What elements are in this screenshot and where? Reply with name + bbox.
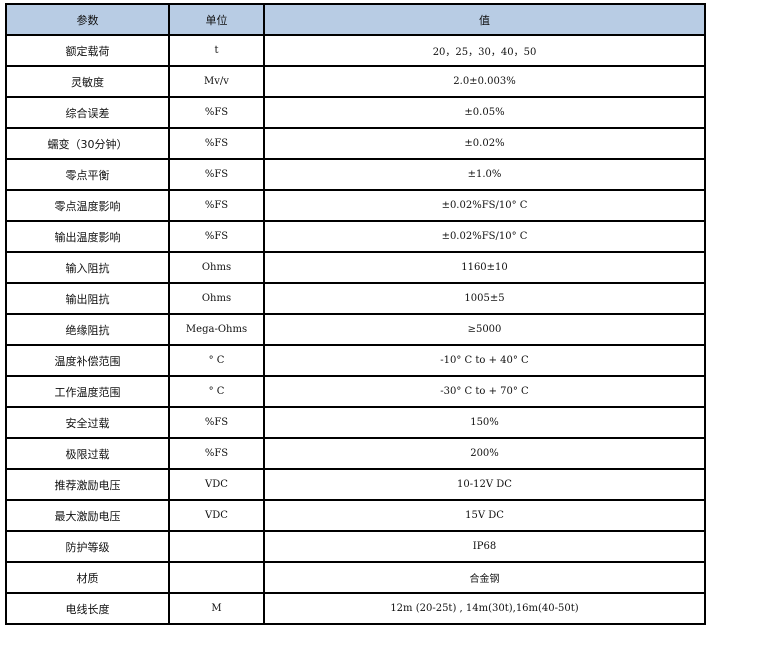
- value-cell: -10° C to + 40° C: [263, 344, 706, 377]
- table-row: 推荐激励电压 VDC 10-12V DC: [5, 468, 706, 501]
- param-cell: 电线长度: [5, 592, 170, 625]
- table-row: 蠕变（30分钟） %FS ±0.02%: [5, 127, 706, 160]
- table-row: 输出温度影响 %FS ±0.02%FS/10° C: [5, 220, 706, 253]
- value-cell: ≥5000: [263, 313, 706, 346]
- unit-cell: %FS: [168, 158, 265, 191]
- param-cell: 极限过载: [5, 437, 170, 470]
- value-cell: 200%: [263, 437, 706, 470]
- unit-cell: [168, 530, 265, 563]
- table-row: 综合误差 %FS ±0.05%: [5, 96, 706, 129]
- table-row: 安全过载 %FS 150%: [5, 406, 706, 439]
- param-cell: 额定载荷: [5, 34, 170, 67]
- table-row: 输入阻抗 Ohms 1160±10: [5, 251, 706, 284]
- table-header-row: 参数 单位 值: [5, 3, 706, 36]
- header-value: 值: [263, 3, 706, 36]
- unit-cell: %FS: [168, 406, 265, 439]
- unit-cell: %FS: [168, 220, 265, 253]
- table-row: 极限过载 %FS 200%: [5, 437, 706, 470]
- param-cell: 零点温度影响: [5, 189, 170, 222]
- param-cell: 温度补偿范围: [5, 344, 170, 377]
- param-cell: 最大激励电压: [5, 499, 170, 532]
- unit-cell: %FS: [168, 96, 265, 129]
- value-cell: 合金钢: [263, 561, 706, 594]
- param-cell: 材质: [5, 561, 170, 594]
- unit-cell: VDC: [168, 499, 265, 532]
- value-cell: ±0.02%: [263, 127, 706, 160]
- param-cell: 推荐激励电压: [5, 468, 170, 501]
- value-cell: -30° C to + 70° C: [263, 375, 706, 408]
- table-row: 工作温度范围 ° C -30° C to + 70° C: [5, 375, 706, 408]
- table-row: 绝缘阻抗 Mega-Ohms ≥5000: [5, 313, 706, 346]
- table-row: 防护等级 IP68: [5, 530, 706, 563]
- table-row: 输出阻抗 Ohms 1005±5: [5, 282, 706, 315]
- table-row: 额定载荷 t 20，25，30，40，50: [5, 34, 706, 67]
- unit-cell: t: [168, 34, 265, 67]
- param-cell: 绝缘阻抗: [5, 313, 170, 346]
- param-cell: 工作温度范围: [5, 375, 170, 408]
- header-unit: 单位: [168, 3, 265, 36]
- value-cell: IP68: [263, 530, 706, 563]
- unit-cell: Ohms: [168, 251, 265, 284]
- value-cell: 20，25，30，40，50: [263, 34, 706, 67]
- param-cell: 灵敏度: [5, 65, 170, 98]
- param-cell: 蠕变（30分钟）: [5, 127, 170, 160]
- param-cell: 综合误差: [5, 96, 170, 129]
- param-cell: 输出温度影响: [5, 220, 170, 253]
- unit-cell: Mv/v: [168, 65, 265, 98]
- table-row: 电线长度 M 12m (20-25t) , 14m(30t),16m(40-50t): [5, 592, 706, 625]
- table-row: 灵敏度 Mv/v 2.0±0.003%: [5, 65, 706, 98]
- param-cell: 安全过载: [5, 406, 170, 439]
- value-cell: ±0.02%FS/10° C: [263, 220, 706, 253]
- value-cell: 1005±5: [263, 282, 706, 315]
- value-cell: 2.0±0.003%: [263, 65, 706, 98]
- param-cell: 输入阻抗: [5, 251, 170, 284]
- value-cell: ±1.0%: [263, 158, 706, 191]
- value-cell: ±0.05%: [263, 96, 706, 129]
- table-row: 温度补偿范围 ° C -10° C to + 40° C: [5, 344, 706, 377]
- unit-cell: Mega-Ohms: [168, 313, 265, 346]
- value-cell: 15V DC: [263, 499, 706, 532]
- spec-table: 参数 单位 值 额定载荷 t 20，25，30，40，50 灵敏度 Mv/v 2.0±0.…: [5, 3, 706, 625]
- value-cell: ±0.02%FS/10° C: [263, 189, 706, 222]
- value-cell: 1160±10: [263, 251, 706, 284]
- table-row: 零点平衡 %FS ±1.0%: [5, 158, 706, 191]
- unit-cell: %FS: [168, 437, 265, 470]
- unit-cell: ° C: [168, 375, 265, 408]
- header-param: 参数: [5, 3, 170, 36]
- unit-cell: Ohms: [168, 282, 265, 315]
- param-cell: 输出阻抗: [5, 282, 170, 315]
- table-row: 材质 合金钢: [5, 561, 706, 594]
- table-row: 最大激励电压 VDC 15V DC: [5, 499, 706, 532]
- table-row: 零点温度影响 %FS ±0.02%FS/10° C: [5, 189, 706, 222]
- unit-cell: VDC: [168, 468, 265, 501]
- unit-cell: M: [168, 592, 265, 625]
- value-cell: 150%: [263, 406, 706, 439]
- value-cell: 10-12V DC: [263, 468, 706, 501]
- param-cell: 零点平衡: [5, 158, 170, 191]
- value-cell: 12m (20-25t) , 14m(30t),16m(40-50t): [263, 592, 706, 625]
- unit-cell: %FS: [168, 189, 265, 222]
- unit-cell: ° C: [168, 344, 265, 377]
- unit-cell: %FS: [168, 127, 265, 160]
- param-cell: 防护等级: [5, 530, 170, 563]
- unit-cell: [168, 561, 265, 594]
